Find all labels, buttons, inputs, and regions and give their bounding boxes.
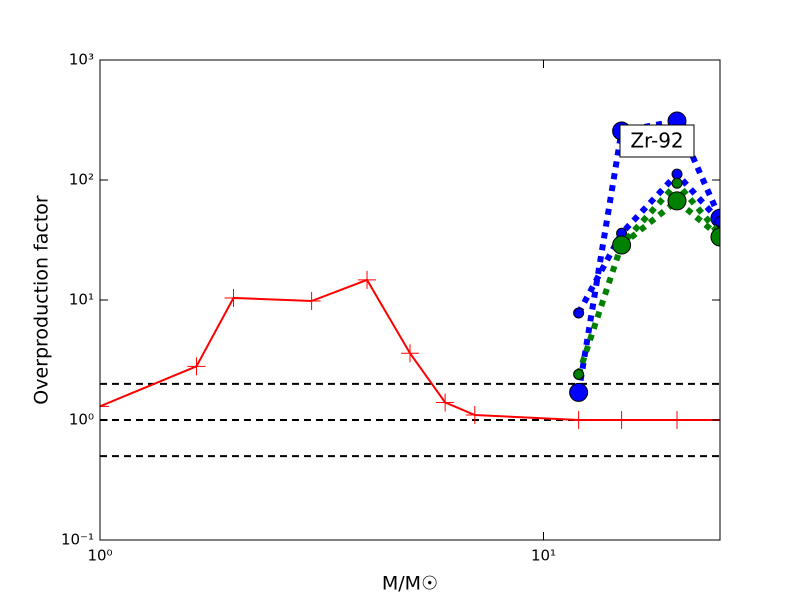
series-line bbox=[575, 117, 720, 393]
marker bbox=[671, 168, 683, 180]
marker bbox=[668, 411, 687, 429]
marker bbox=[714, 216, 720, 228]
x-axis-label: M/M☉ bbox=[382, 573, 438, 595]
marker bbox=[436, 393, 455, 412]
series-line bbox=[619, 196, 720, 248]
annotation: Zr-92 bbox=[630, 129, 683, 153]
series-line bbox=[575, 169, 720, 315]
marker bbox=[358, 270, 377, 289]
y-axis-label: Overproduction factor bbox=[31, 195, 53, 405]
marker bbox=[671, 177, 683, 189]
annotation-box bbox=[619, 124, 695, 158]
marker bbox=[710, 227, 720, 247]
x-tick-label: 10⁰ bbox=[87, 547, 112, 565]
marker bbox=[401, 344, 419, 363]
marker bbox=[187, 357, 206, 376]
marker bbox=[612, 411, 631, 429]
marker bbox=[465, 406, 484, 425]
marker bbox=[569, 411, 588, 429]
y-tick-label: 10⁰ bbox=[69, 411, 94, 429]
series-line bbox=[100, 278, 720, 421]
y-tick-label: 10³ bbox=[69, 51, 94, 69]
y-tick-label: 10⁻¹ bbox=[61, 531, 94, 549]
marker bbox=[667, 191, 687, 211]
marker bbox=[573, 307, 585, 319]
marker bbox=[612, 235, 632, 255]
plot-area bbox=[100, 111, 720, 458]
marker bbox=[100, 397, 109, 416]
y-tick-label: 10¹ bbox=[69, 291, 94, 309]
marker bbox=[573, 368, 585, 380]
y-tick-label: 10² bbox=[69, 171, 94, 189]
marker bbox=[302, 292, 321, 311]
marker bbox=[224, 288, 243, 307]
series-line bbox=[575, 178, 720, 376]
x-tick-label: 10¹ bbox=[531, 547, 556, 565]
marker bbox=[569, 382, 589, 402]
